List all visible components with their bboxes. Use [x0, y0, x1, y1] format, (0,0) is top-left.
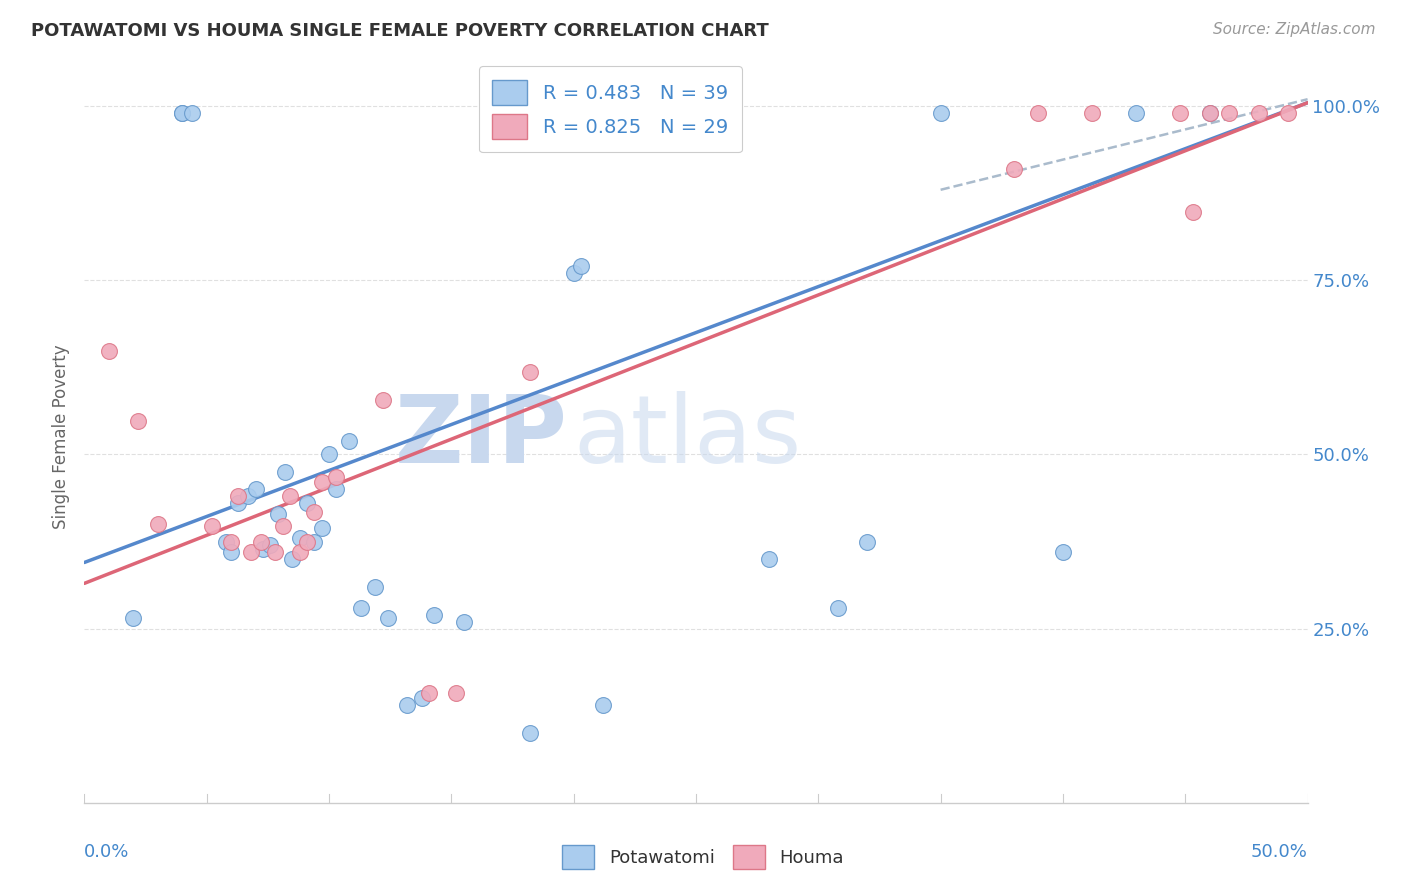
Point	[377, 611, 399, 625]
Point	[228, 496, 250, 510]
Point	[127, 414, 149, 428]
Point	[295, 496, 318, 510]
Point	[146, 517, 169, 532]
Point	[758, 552, 780, 566]
Point	[200, 518, 222, 533]
Point	[453, 615, 475, 629]
Point	[1181, 205, 1204, 219]
Point	[562, 266, 585, 280]
Point	[1081, 106, 1104, 120]
Point	[288, 545, 311, 559]
Point	[304, 534, 326, 549]
Point	[295, 534, 318, 549]
Point	[311, 475, 333, 490]
Point	[228, 489, 250, 503]
Text: Source: ZipAtlas.com: Source: ZipAtlas.com	[1212, 22, 1375, 37]
Text: ZIP: ZIP	[395, 391, 568, 483]
Point	[1277, 106, 1299, 120]
Point	[288, 531, 311, 545]
Point	[519, 726, 541, 740]
Point	[264, 545, 287, 559]
Point	[249, 534, 271, 549]
Point	[318, 448, 340, 462]
Point	[219, 534, 242, 549]
Text: POTAWATOMI VS HOUMA SINGLE FEMALE POVERTY CORRELATION CHART: POTAWATOMI VS HOUMA SINGLE FEMALE POVERT…	[31, 22, 769, 40]
Point	[364, 580, 387, 594]
Point	[827, 600, 849, 615]
Point	[569, 260, 592, 274]
Point	[929, 106, 952, 120]
Point	[304, 505, 326, 519]
Point	[266, 507, 288, 521]
Legend: Potawatomi, Houma: Potawatomi, Houma	[554, 838, 852, 876]
Point	[1218, 106, 1240, 120]
Point	[1125, 106, 1147, 120]
Point	[172, 106, 194, 120]
Point	[97, 344, 120, 359]
Point	[252, 541, 274, 556]
Point	[181, 106, 204, 120]
Point	[1028, 106, 1050, 120]
Text: atlas: atlas	[574, 391, 801, 483]
Point	[423, 607, 446, 622]
Point	[1247, 106, 1270, 120]
Point	[411, 691, 433, 706]
Point	[418, 686, 440, 700]
Point	[311, 521, 333, 535]
Text: 50.0%: 50.0%	[1251, 843, 1308, 861]
Point	[238, 489, 260, 503]
Point	[245, 483, 267, 497]
Point	[239, 545, 262, 559]
Point	[274, 465, 297, 479]
Point	[1052, 545, 1074, 559]
Point	[444, 686, 467, 700]
Point	[337, 434, 360, 448]
Point	[325, 483, 347, 497]
Point	[259, 538, 281, 552]
Point	[219, 545, 242, 559]
Point	[350, 600, 373, 615]
Y-axis label: Single Female Poverty: Single Female Poverty	[52, 345, 70, 529]
Point	[519, 365, 541, 379]
Point	[396, 698, 419, 713]
Point	[371, 393, 394, 408]
Point	[172, 106, 194, 120]
Point	[215, 534, 238, 549]
Point	[1170, 106, 1192, 120]
Point	[1198, 106, 1220, 120]
Text: 0.0%: 0.0%	[84, 843, 129, 861]
Point	[122, 611, 145, 625]
Legend: R = 0.483   N = 39, R = 0.825   N = 29: R = 0.483 N = 39, R = 0.825 N = 29	[479, 66, 742, 153]
Point	[278, 489, 301, 503]
Point	[281, 552, 304, 566]
Point	[592, 698, 614, 713]
Point	[271, 518, 294, 533]
Point	[1002, 161, 1025, 176]
Point	[1198, 106, 1220, 120]
Point	[856, 534, 879, 549]
Point	[325, 470, 347, 484]
